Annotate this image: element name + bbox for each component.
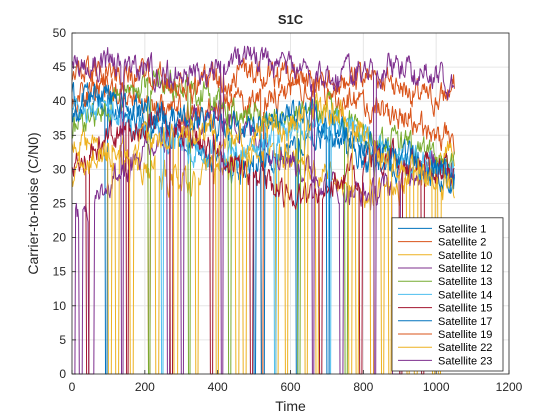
y-tick-label: 15 xyxy=(53,265,67,279)
legend-entry: Satellite 15 xyxy=(438,303,492,315)
x-tick-label: 200 xyxy=(135,380,155,394)
legend-entry: Satellite 12 xyxy=(438,263,492,275)
y-tick-label: 20 xyxy=(53,231,67,245)
y-tick-label: 45 xyxy=(53,60,67,74)
y-tick-label: 5 xyxy=(59,333,66,347)
y-tick-label: 35 xyxy=(53,128,67,142)
chart-title: S1C xyxy=(278,12,304,27)
x-axis-label: Time xyxy=(275,398,306,414)
legend-entry: Satellite 2 xyxy=(438,237,486,249)
x-tick-label: 1000 xyxy=(423,380,450,394)
x-tick-label: 400 xyxy=(208,380,228,394)
legend-entry: Satellite 13 xyxy=(438,276,492,288)
y-tick-label: 30 xyxy=(53,162,67,176)
legend-entry: Satellite 19 xyxy=(438,329,492,341)
x-tick-label: 800 xyxy=(353,380,373,394)
y-tick-label: 0 xyxy=(59,367,66,381)
legend-entry: Satellite 23 xyxy=(438,355,492,367)
legend-entry: Satellite 22 xyxy=(438,342,492,354)
legend-entry: Satellite 14 xyxy=(438,289,492,301)
legend-entry: Satellite 1 xyxy=(438,223,486,235)
y-tick-label: 10 xyxy=(53,299,67,313)
y-tick-label: 50 xyxy=(53,26,67,40)
y-tick-label: 40 xyxy=(53,94,67,108)
y-tick-label: 25 xyxy=(53,197,67,211)
x-tick-label: 0 xyxy=(69,380,76,394)
legend-entry: Satellite 10 xyxy=(438,250,492,262)
x-tick-label: 1200 xyxy=(496,380,523,394)
x-tick-label: 600 xyxy=(280,380,300,394)
legend-entry: Satellite 17 xyxy=(438,316,492,328)
y-axis-label: Carrier-to-noise (C/N0) xyxy=(25,132,41,274)
